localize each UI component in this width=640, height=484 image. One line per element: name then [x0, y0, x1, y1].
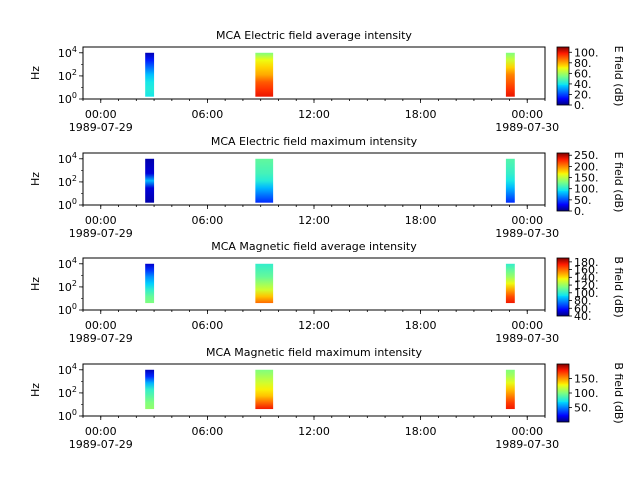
panel-4: MCA Magnetic field maximum intensity 00:0…	[29, 346, 625, 451]
colorbar-label: E field (dB)	[612, 152, 625, 213]
colorbar-tick-label: 80.	[574, 57, 592, 70]
colorbar	[556, 257, 570, 317]
y-tick-label: 100	[58, 91, 77, 106]
colorbar-tick-label: 160.	[574, 264, 599, 277]
x-tick-label: 00:00	[511, 214, 543, 227]
spectrogram-segment	[145, 52, 155, 97]
spectrogram-segment	[505, 52, 515, 97]
spectrogram-segment	[145, 263, 155, 304]
x-tick-label: 12:00	[298, 425, 330, 438]
x-tick-label: 06:00	[192, 319, 224, 332]
panel-1: MCA Electric field average intensity 00:0…	[29, 29, 625, 134]
y-axis-label: Hz	[29, 277, 42, 291]
y-axis-label: Hz	[29, 383, 42, 397]
colorbar-tick-label: 120.	[574, 279, 599, 292]
y-tick-label: 102	[58, 174, 77, 189]
colorbar-label: B field (dB)	[612, 256, 625, 317]
x-tick-label: 00:00	[85, 108, 117, 121]
x-tick-label: 00:00	[85, 214, 117, 227]
spectrogram-segment	[505, 158, 515, 203]
panel-3: MCA Magnetic field average intensity 00:0…	[29, 240, 625, 345]
colorbar	[556, 363, 570, 423]
colorbar	[556, 152, 570, 212]
colorbar-tick-label: 20.	[574, 88, 592, 101]
colorbar-tick-label: 40.	[574, 310, 592, 323]
y-tick-label: 102	[58, 385, 77, 400]
x-tick-label: 00:00	[85, 319, 117, 332]
panel-title: MCA Magnetic field average intensity	[211, 240, 417, 253]
y-tick-label: 104	[58, 362, 77, 377]
y-tick-label: 100	[58, 408, 77, 423]
y-tick-label: 104	[58, 151, 77, 166]
x-tick-label: 06:00	[192, 214, 224, 227]
colorbar-tick-label: 250.	[574, 149, 599, 162]
x-date-label: 1989-07-30	[495, 332, 559, 345]
colorbar-tick-label: 100.	[574, 387, 599, 400]
x-date-label: 1989-07-29	[69, 332, 133, 345]
x-tick-label: 18:00	[405, 214, 437, 227]
panel-title: MCA Electric field average intensity	[216, 29, 412, 42]
panel-2: MCA Electric field maximum intensity 00:0…	[29, 135, 625, 240]
colorbar-tick-label: 180.	[574, 256, 599, 269]
colorbar-tick-label: 150.	[574, 373, 599, 386]
panel-title: MCA Magnetic field maximum intensity	[206, 346, 422, 359]
x-tick-label: 12:00	[298, 319, 330, 332]
x-tick-label: 00:00	[511, 425, 543, 438]
colorbar-tick-label: 40.	[574, 78, 592, 91]
x-tick-label: 18:00	[405, 425, 437, 438]
x-date-label: 1989-07-30	[495, 227, 559, 240]
colorbar-tick-label: 60.	[574, 67, 592, 80]
y-tick-label: 104	[58, 256, 77, 271]
colorbar-label: E field (dB)	[612, 46, 625, 107]
spectrogram-segment	[145, 369, 155, 410]
spectrogram-segment	[505, 263, 515, 304]
colorbar-tick-label: 80.	[574, 295, 592, 308]
colorbar	[556, 46, 570, 106]
x-date-label: 1989-07-29	[69, 121, 133, 134]
x-tick-label: 00:00	[511, 108, 543, 121]
x-tick-label: 00:00	[85, 425, 117, 438]
panel-title: MCA Electric field maximum intensity	[211, 135, 418, 148]
y-tick-label: 104	[58, 45, 77, 60]
spectrogram-segment	[505, 369, 515, 410]
y-tick-label: 100	[58, 197, 77, 212]
y-tick-label: 102	[58, 279, 77, 294]
x-tick-label: 12:00	[298, 108, 330, 121]
colorbar-tick-label: 0.	[574, 205, 585, 218]
x-tick-label: 06:00	[192, 108, 224, 121]
y-axis-label: Hz	[29, 172, 42, 186]
colorbar-label: B field (dB)	[612, 362, 625, 423]
colorbar-tick-label: 200.	[574, 160, 599, 173]
spectrogram-segment	[255, 263, 274, 304]
y-tick-label: 100	[58, 302, 77, 317]
y-axis-label: Hz	[29, 66, 42, 80]
x-tick-label: 18:00	[405, 319, 437, 332]
colorbar-tick-label: 100.	[574, 287, 599, 300]
colorbar-tick-label: 150.	[574, 172, 599, 185]
spectrogram-segment	[255, 52, 274, 97]
colorbar-tick-label: 100.	[574, 183, 599, 196]
spectrogram-segment	[145, 158, 155, 203]
colorbar-tick-label: 60.	[574, 302, 592, 315]
x-tick-label: 18:00	[405, 108, 437, 121]
colorbar-tick-label: 100.	[574, 46, 599, 59]
colorbar-tick-label: 50.	[574, 194, 592, 207]
x-tick-label: 12:00	[298, 214, 330, 227]
spectrogram-segment	[255, 158, 274, 203]
spectrogram-segment	[255, 369, 274, 410]
x-tick-label: 00:00	[511, 319, 543, 332]
x-date-label: 1989-07-30	[495, 438, 559, 451]
colorbar-tick-label: 0.	[574, 99, 585, 112]
y-tick-label: 102	[58, 68, 77, 83]
colorbar-tick-label: 140.	[574, 271, 599, 284]
colorbar-tick-label: 50.	[574, 402, 592, 415]
x-date-label: 1989-07-29	[69, 227, 133, 240]
x-tick-label: 06:00	[192, 425, 224, 438]
x-date-label: 1989-07-29	[69, 438, 133, 451]
x-date-label: 1989-07-30	[495, 121, 559, 134]
